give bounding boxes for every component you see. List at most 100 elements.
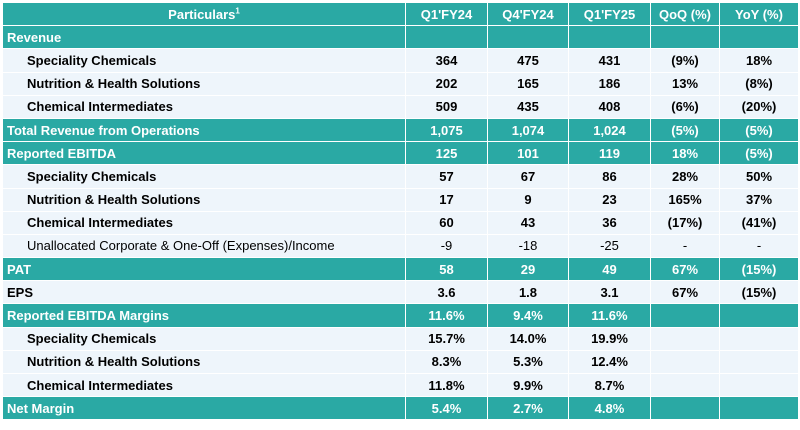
- cell-q1fy24: 5.4%: [405, 396, 488, 421]
- cell-q1fy25: 4.8%: [568, 396, 651, 421]
- row-label: Speciality Chemicals: [2, 48, 406, 73]
- cell-q1fy24: 11.8%: [405, 372, 488, 398]
- cell-q1fy25: 408: [568, 94, 651, 119]
- cell-q1fy24: 57: [405, 164, 488, 189]
- cell-q1fy25: 23: [568, 187, 651, 212]
- footnote-marker: 1: [235, 6, 240, 16]
- header-col-qoq: QoQ (%): [650, 1, 720, 27]
- table-row: Nutrition & Health Solutions 17 9 23 165…: [2, 187, 799, 212]
- cell-q1fy25: 19.9%: [568, 326, 651, 351]
- cell-yoy: (20%): [719, 94, 799, 119]
- cell-qoq: 165%: [650, 187, 720, 212]
- header-col-q1fy24: Q1'FY24: [405, 1, 488, 27]
- cell-q4fy24: 9.4%: [487, 303, 569, 328]
- row-label: Chemical Intermediates: [2, 210, 406, 235]
- cell-q4fy24: 101: [487, 141, 569, 166]
- cell-q1fy25: 186: [568, 71, 651, 96]
- table-row: PAT 58 29 49 67% (15%): [2, 257, 799, 282]
- row-label: Chemical Intermediates: [2, 94, 406, 119]
- table-row: Nutrition & Health Solutions 202 165 186…: [2, 71, 799, 96]
- cell-yoy: (15%): [719, 280, 799, 305]
- cell-yoy: (41%): [719, 210, 799, 235]
- cell-q1fy24: 17: [405, 187, 488, 212]
- cell-yoy: (5%): [719, 117, 799, 143]
- cell-q4fy24: -18: [487, 233, 569, 259]
- cell-q4fy24: 2.7%: [487, 396, 569, 421]
- cell-yoy: [719, 326, 799, 351]
- cell-q1fy25: 431: [568, 48, 651, 73]
- cell-q1fy24: 8.3%: [405, 349, 488, 375]
- cell-qoq: [650, 372, 720, 398]
- cell-qoq: (17%): [650, 210, 720, 235]
- row-label: Speciality Chemicals: [2, 164, 406, 189]
- row-label: PAT: [2, 257, 406, 282]
- financial-table: Particulars1 Q1'FY24 Q4'FY24 Q1'FY25 QoQ…: [2, 1, 799, 421]
- cell-q1fy24: 1,075: [405, 117, 488, 143]
- row-label: Chemical Intermediates: [2, 372, 406, 398]
- row-label: Reported EBITDA Margins: [2, 303, 406, 328]
- cell-q1fy25: 12.4%: [568, 349, 651, 375]
- cell-q4fy24: 1.8: [487, 280, 569, 305]
- row-label: EPS: [2, 280, 406, 305]
- cell-q1fy25: 49: [568, 257, 651, 282]
- cell-q1fy25: [568, 25, 651, 50]
- cell-q1fy25: 119: [568, 141, 651, 166]
- cell-yoy: [719, 349, 799, 375]
- cell-q1fy25: 36: [568, 210, 651, 235]
- cell-yoy: (8%): [719, 71, 799, 96]
- table-row: Unallocated Corporate & One-Off (Expense…: [2, 233, 799, 259]
- row-label: Net Margin: [2, 396, 406, 421]
- cell-yoy: [719, 396, 799, 421]
- table-row: Total Revenue from Operations 1,075 1,07…: [2, 117, 799, 143]
- row-label: Revenue: [2, 25, 406, 50]
- cell-q4fy24: 43: [487, 210, 569, 235]
- cell-q1fy24: 125: [405, 141, 488, 166]
- cell-q4fy24: 165: [487, 71, 569, 96]
- header-particulars: Particulars1: [2, 1, 406, 27]
- cell-q1fy24: [405, 25, 488, 50]
- cell-yoy: 18%: [719, 48, 799, 73]
- table-row: Nutrition & Health Solutions 8.3% 5.3% 1…: [2, 349, 799, 375]
- row-label: Nutrition & Health Solutions: [2, 71, 406, 96]
- table-row: Chemical Intermediates 509 435 408 (6%) …: [2, 94, 799, 119]
- cell-qoq: 13%: [650, 71, 720, 96]
- cell-q4fy24: 5.3%: [487, 349, 569, 375]
- cell-q4fy24: 1,074: [487, 117, 569, 143]
- table-row: Chemical Intermediates 60 43 36 (17%) (4…: [2, 210, 799, 235]
- table-row: Reported EBITDA 125 101 119 18% (5%): [2, 141, 799, 166]
- header-col-q4fy24: Q4'FY24: [487, 1, 569, 27]
- cell-q4fy24: 475: [487, 48, 569, 73]
- cell-q4fy24: 29: [487, 257, 569, 282]
- cell-qoq: [650, 349, 720, 375]
- cell-qoq: 18%: [650, 141, 720, 166]
- cell-q1fy24: 60: [405, 210, 488, 235]
- cell-q1fy25: 11.6%: [568, 303, 651, 328]
- row-label: Nutrition & Health Solutions: [2, 187, 406, 212]
- cell-qoq: (9%): [650, 48, 720, 73]
- table-row: Reported EBITDA Margins 11.6% 9.4% 11.6%: [2, 303, 799, 328]
- cell-q4fy24: 14.0%: [487, 326, 569, 351]
- table-row: Speciality Chemicals 364 475 431 (9%) 18…: [2, 48, 799, 73]
- cell-qoq: [650, 25, 720, 50]
- cell-q1fy24: 202: [405, 71, 488, 96]
- cell-q1fy24: 58: [405, 257, 488, 282]
- cell-qoq: 28%: [650, 164, 720, 189]
- row-label: Total Revenue from Operations: [2, 117, 406, 143]
- table-row: Speciality Chemicals 15.7% 14.0% 19.9%: [2, 326, 799, 351]
- cell-qoq: 67%: [650, 280, 720, 305]
- cell-q1fy25: 3.1: [568, 280, 651, 305]
- table-row: Chemical Intermediates 11.8% 9.9% 8.7%: [2, 372, 799, 398]
- cell-q1fy24: 509: [405, 94, 488, 119]
- cell-q1fy24: 364: [405, 48, 488, 73]
- table-row: Net Margin 5.4% 2.7% 4.8%: [2, 396, 799, 421]
- cell-q4fy24: [487, 25, 569, 50]
- table-header-row: Particulars1 Q1'FY24 Q4'FY24 Q1'FY25 QoQ…: [2, 1, 799, 27]
- cell-q1fy24: 15.7%: [405, 326, 488, 351]
- table-row: Revenue: [2, 25, 799, 50]
- cell-yoy: (15%): [719, 257, 799, 282]
- row-label: Reported EBITDA: [2, 141, 406, 166]
- cell-yoy: (5%): [719, 141, 799, 166]
- cell-yoy: -: [719, 233, 799, 259]
- cell-q1fy25: 8.7%: [568, 372, 651, 398]
- cell-q1fy24: 11.6%: [405, 303, 488, 328]
